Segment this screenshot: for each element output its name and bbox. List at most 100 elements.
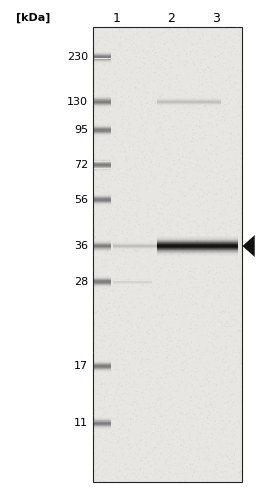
Point [232, 276, 236, 284]
Point [123, 114, 127, 122]
Point [109, 448, 113, 456]
Point [154, 439, 158, 447]
Point [187, 379, 191, 387]
Point [213, 332, 217, 340]
Point [96, 323, 100, 331]
Point [236, 221, 240, 229]
Point [219, 299, 223, 307]
Point [198, 44, 202, 52]
Point [95, 248, 100, 256]
Point [233, 166, 237, 174]
Point [234, 78, 238, 86]
Point [121, 415, 125, 423]
Point [207, 287, 211, 295]
Point [156, 336, 161, 344]
Point [95, 429, 99, 437]
Point [208, 467, 212, 475]
Point [229, 59, 233, 67]
Point [113, 297, 117, 305]
Point [180, 397, 184, 405]
Point [92, 429, 96, 437]
Point [107, 142, 111, 150]
Point [138, 261, 142, 269]
Point [110, 207, 114, 215]
Point [201, 199, 206, 207]
Point [113, 127, 117, 135]
Point [194, 369, 198, 377]
Point [230, 135, 234, 143]
Point [97, 111, 101, 119]
Point [145, 450, 149, 458]
Point [148, 450, 152, 458]
Point [137, 446, 142, 454]
Point [99, 132, 103, 140]
Point [206, 452, 210, 460]
Point [222, 92, 226, 100]
Point [230, 114, 234, 122]
Point [169, 335, 173, 343]
Point [124, 278, 129, 286]
Point [132, 399, 136, 407]
Point [177, 156, 181, 164]
Point [188, 105, 192, 113]
Point [182, 333, 186, 341]
Point [161, 306, 165, 314]
Point [221, 392, 225, 400]
Point [105, 383, 110, 391]
Text: 28: 28 [74, 277, 88, 287]
Bar [94, 59, 111, 60]
Point [139, 298, 143, 306]
Point [232, 30, 236, 38]
Point [111, 435, 115, 443]
Point [130, 36, 134, 44]
Point [143, 68, 147, 76]
Point [197, 222, 201, 230]
Point [116, 410, 121, 417]
Point [149, 204, 153, 212]
Point [222, 367, 226, 375]
Point [132, 383, 136, 391]
Point [189, 315, 194, 323]
Point [167, 173, 172, 181]
Point [153, 444, 157, 452]
Point [234, 172, 238, 180]
Point [138, 331, 143, 339]
Point [147, 326, 151, 333]
Point [116, 478, 120, 486]
Point [121, 74, 125, 82]
Point [140, 370, 144, 378]
Point [144, 441, 148, 449]
Point [191, 367, 195, 375]
Point [159, 319, 163, 327]
Point [166, 145, 170, 153]
Point [173, 296, 177, 304]
Point [140, 454, 144, 462]
Point [122, 335, 126, 343]
Point [194, 259, 198, 267]
Bar [94, 50, 111, 51]
Point [151, 313, 155, 321]
Point [103, 111, 108, 119]
Point [153, 251, 157, 259]
Point [215, 344, 219, 352]
Point [193, 299, 197, 307]
Point [218, 51, 222, 59]
Point [236, 138, 240, 146]
Point [195, 40, 199, 48]
Point [126, 318, 130, 326]
Point [100, 363, 104, 371]
Point [102, 97, 106, 105]
Point [95, 308, 99, 316]
Point [159, 450, 163, 458]
Point [125, 391, 130, 399]
Point [227, 447, 231, 455]
Point [139, 411, 143, 419]
Point [105, 202, 109, 210]
Point [173, 95, 177, 103]
Point [233, 45, 237, 53]
Point [126, 416, 130, 424]
Point [140, 165, 144, 173]
Point [103, 285, 108, 293]
Point [232, 448, 236, 456]
Point [210, 304, 215, 312]
